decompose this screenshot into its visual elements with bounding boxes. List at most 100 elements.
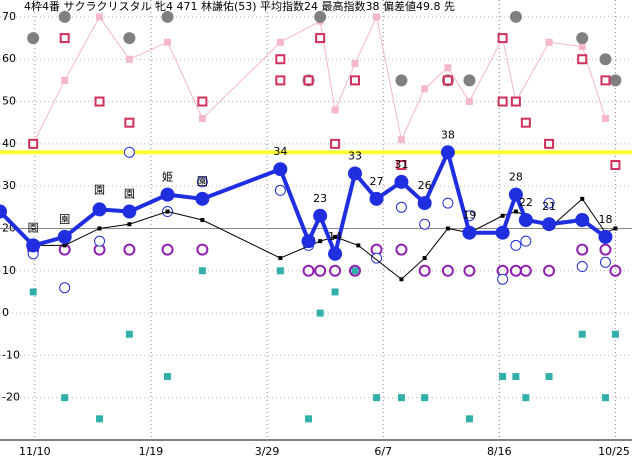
marker bbox=[97, 226, 102, 231]
annotation: 園 bbox=[28, 221, 39, 234]
marker bbox=[276, 267, 284, 275]
marker bbox=[195, 191, 210, 206]
data-label: 18 bbox=[598, 213, 612, 226]
marker bbox=[29, 288, 37, 296]
marker bbox=[331, 106, 339, 114]
marker bbox=[441, 264, 454, 277]
marker bbox=[463, 264, 476, 277]
marker bbox=[575, 213, 590, 227]
marker bbox=[419, 218, 431, 230]
marker bbox=[580, 196, 585, 201]
marker bbox=[275, 54, 286, 65]
marker bbox=[161, 243, 174, 256]
marker bbox=[497, 273, 509, 285]
marker bbox=[417, 196, 432, 211]
marker bbox=[59, 282, 71, 294]
marker bbox=[445, 226, 450, 231]
marker bbox=[0, 204, 7, 219]
marker bbox=[160, 187, 175, 202]
marker bbox=[92, 202, 107, 217]
marker bbox=[610, 160, 621, 170]
marker bbox=[399, 277, 404, 282]
marker bbox=[371, 252, 383, 264]
data-label: 33 bbox=[348, 149, 362, 162]
marker bbox=[397, 394, 405, 402]
y-tick-label: 50 bbox=[2, 95, 16, 108]
marker bbox=[601, 114, 609, 122]
marker bbox=[302, 264, 315, 277]
marker bbox=[164, 38, 172, 46]
marker bbox=[316, 309, 324, 317]
marker bbox=[510, 96, 521, 107]
marker bbox=[599, 243, 612, 256]
data-label: 38 bbox=[441, 128, 455, 141]
marker bbox=[518, 213, 533, 227]
marker bbox=[542, 217, 557, 232]
marker bbox=[576, 243, 589, 256]
marker bbox=[351, 267, 359, 275]
marker bbox=[328, 246, 343, 261]
marker bbox=[609, 74, 622, 87]
marker bbox=[301, 234, 316, 249]
marker bbox=[545, 373, 553, 381]
marker bbox=[545, 38, 553, 46]
marker bbox=[508, 187, 523, 202]
marker bbox=[509, 10, 522, 23]
marker bbox=[421, 85, 429, 93]
marker bbox=[94, 96, 105, 107]
marker bbox=[94, 235, 106, 247]
annotation: 園 bbox=[197, 175, 208, 188]
marker bbox=[578, 330, 586, 338]
data-label: 26 bbox=[418, 179, 432, 192]
data-label: 21 bbox=[542, 200, 556, 213]
marker bbox=[27, 32, 40, 45]
marker bbox=[333, 234, 338, 239]
marker bbox=[165, 209, 170, 214]
marker bbox=[196, 243, 209, 256]
marker bbox=[442, 197, 454, 209]
marker bbox=[463, 74, 476, 87]
marker bbox=[127, 222, 132, 227]
y-tick-label: 40 bbox=[2, 137, 16, 150]
marker bbox=[422, 256, 427, 261]
marker bbox=[125, 55, 133, 63]
marker bbox=[600, 75, 611, 86]
y-tick-label: 0 bbox=[2, 306, 9, 319]
marker bbox=[512, 373, 520, 381]
annotation: 園 bbox=[94, 183, 105, 196]
marker bbox=[544, 138, 555, 149]
marker bbox=[613, 226, 618, 231]
marker bbox=[598, 229, 613, 244]
marker bbox=[599, 53, 612, 66]
marker bbox=[421, 394, 429, 402]
marker bbox=[440, 145, 455, 160]
marker bbox=[124, 117, 135, 128]
marker bbox=[394, 174, 409, 189]
marker bbox=[125, 330, 133, 338]
marker bbox=[519, 264, 532, 277]
marker bbox=[58, 10, 71, 23]
marker bbox=[28, 138, 39, 149]
marker bbox=[330, 138, 341, 149]
marker bbox=[348, 264, 361, 277]
marker bbox=[522, 394, 530, 402]
marker bbox=[318, 239, 323, 244]
data-label: 23 bbox=[313, 192, 327, 205]
marker bbox=[396, 160, 407, 170]
marker bbox=[395, 201, 407, 213]
marker bbox=[543, 197, 555, 209]
marker bbox=[465, 415, 473, 423]
x-tick-label: 10/25 bbox=[598, 445, 630, 458]
marker bbox=[314, 264, 327, 277]
marker bbox=[164, 373, 172, 381]
marker bbox=[373, 13, 381, 21]
data-label: 28 bbox=[509, 171, 523, 184]
marker bbox=[26, 238, 41, 253]
marker bbox=[313, 208, 328, 223]
marker bbox=[275, 75, 286, 86]
marker bbox=[198, 114, 206, 122]
marker bbox=[499, 373, 507, 381]
